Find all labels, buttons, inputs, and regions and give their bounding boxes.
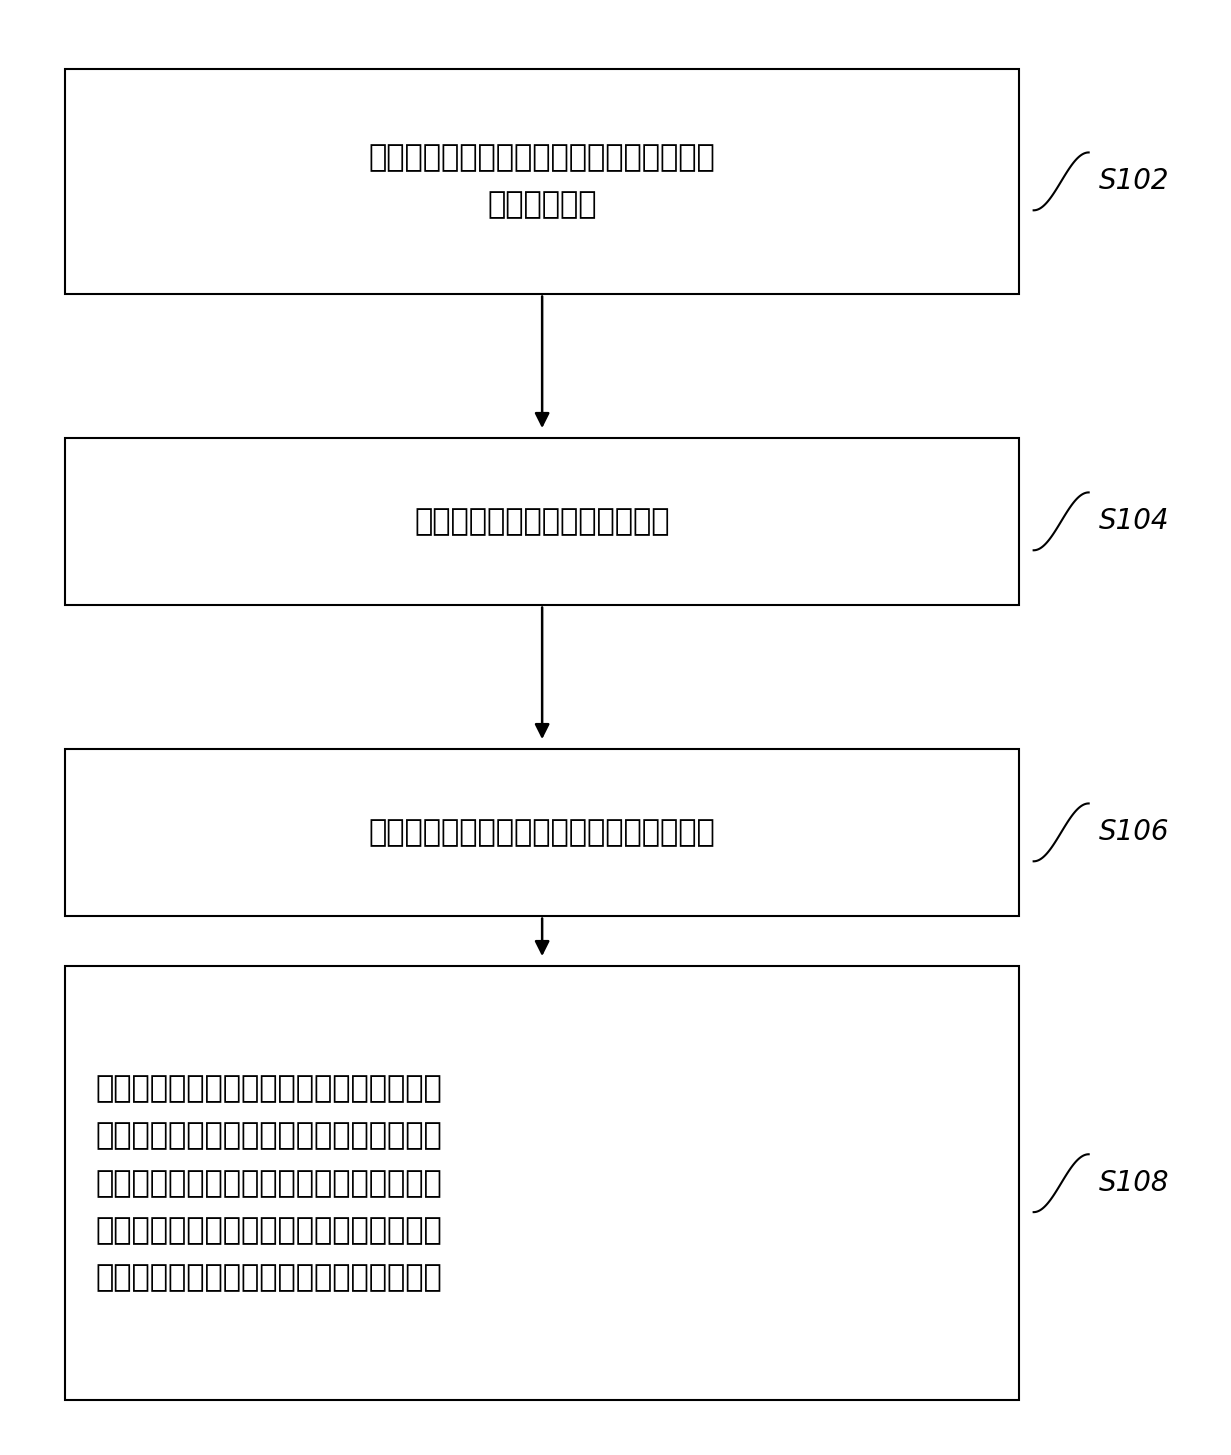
- Text: 过滤用电量历史数据中的异常值: 过滤用电量历史数据中的异常值: [415, 506, 670, 535]
- FancyBboxPatch shape: [65, 70, 1019, 294]
- FancyBboxPatch shape: [65, 966, 1019, 1400]
- Text: S104: S104: [1098, 508, 1169, 535]
- Text: 查找用电量历史数据中的用户用电特征变量: 查找用电量历史数据中的用户用电特征变量: [369, 818, 715, 847]
- Text: S102: S102: [1098, 167, 1169, 195]
- Text: S108: S108: [1098, 1170, 1169, 1197]
- FancyBboxPatch shape: [65, 749, 1019, 915]
- Text: 获取用电量历史数据，并识别用电量历史数
据中的异常值: 获取用电量历史数据，并识别用电量历史数 据中的异常值: [369, 143, 715, 220]
- Text: S106: S106: [1098, 818, 1169, 847]
- Text: 利用预设建模算法构建用电异常用户识别模
型，并利用用电异常用户识别模型识别出用
电量历史数据中的异常用户，其中，用电异
常用户识别模型的输入数据为用户用电特征
: 利用预设建模算法构建用电异常用户识别模 型，并利用用电异常用户识别模型识别出用 …: [96, 1074, 443, 1292]
- FancyBboxPatch shape: [65, 438, 1019, 604]
